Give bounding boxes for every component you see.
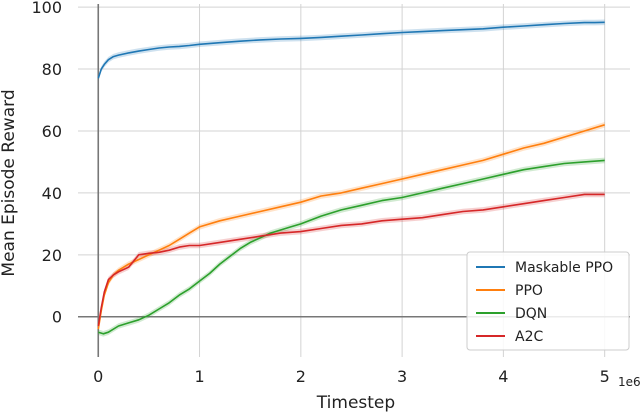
tick-labels: 0 1 2 3 4 5 0 20 40 60 80 100 xyxy=(31,0,609,386)
legend-label-dqn: DQN xyxy=(515,306,547,322)
series-lines xyxy=(97,21,605,335)
legend-label-ppo: PPO xyxy=(515,283,543,299)
series-line-maskable-ppo xyxy=(97,21,605,79)
legend-label-a2c: A2C xyxy=(515,329,543,345)
x-tick-label: 4 xyxy=(498,367,508,386)
series-line-ppo xyxy=(97,124,605,330)
x-tick-label: 2 xyxy=(296,367,306,386)
x-tick-label: 0 xyxy=(93,367,103,386)
x-axis-exponent-label: 1e6 xyxy=(618,375,640,389)
series-band-maskable-ppo xyxy=(98,19,605,82)
y-tick-label: 80 xyxy=(42,60,62,79)
legend: Maskable PPO PPO DQN A2C xyxy=(466,251,630,351)
y-tick-label: 20 xyxy=(42,246,62,265)
y-tick-label: 60 xyxy=(42,122,62,141)
x-tick-label: 5 xyxy=(600,367,610,386)
y-tick-label: 100 xyxy=(31,0,62,17)
y-axis-label: Mean Episode Reward xyxy=(0,89,19,276)
series-line-a2c xyxy=(97,193,605,327)
y-tick-label: 0 xyxy=(52,308,62,327)
x-tick-label: 3 xyxy=(397,367,407,386)
x-axis-label: Timestep xyxy=(316,393,395,412)
series-line-dqn xyxy=(98,159,605,335)
x-tick-label: 1 xyxy=(194,367,204,386)
y-tick-label: 40 xyxy=(42,184,62,203)
legend-label-maskable-ppo: Maskable PPO xyxy=(515,260,613,276)
legend-box xyxy=(466,251,630,351)
